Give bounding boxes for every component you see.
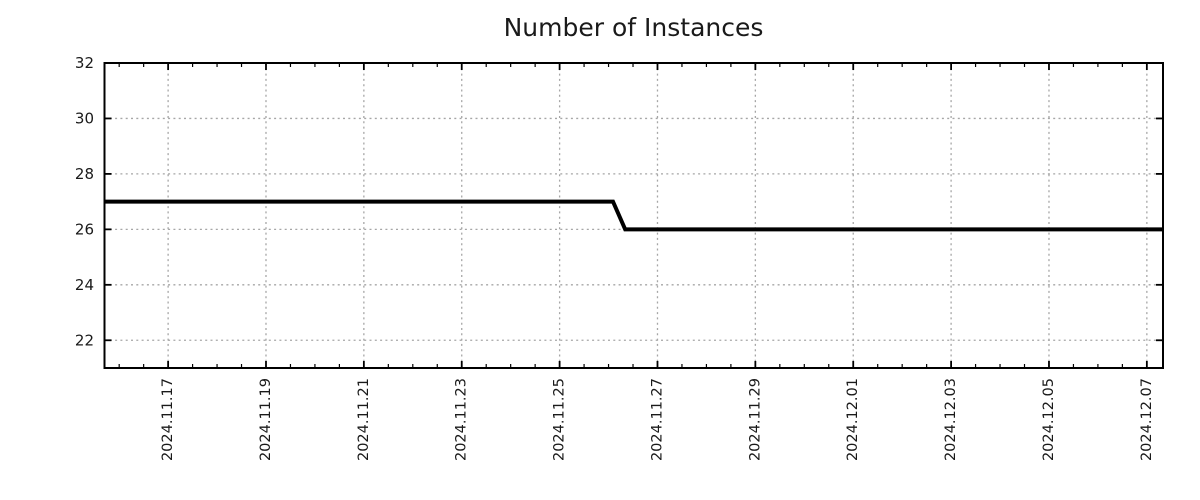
x-tick-label: 2024.11.27 <box>649 378 665 461</box>
x-tick-label: 2024.12.07 <box>1139 378 1155 461</box>
x-tick-label: 2024.11.25 <box>552 378 568 461</box>
data-line-instances <box>104 199 1163 232</box>
y-tick-label: 30 <box>75 109 94 127</box>
x-tick-label: 2024.12.03 <box>943 378 959 461</box>
y-tick-label: 26 <box>75 220 94 238</box>
x-tick-label: 2024.11.23 <box>454 378 470 461</box>
plot-border <box>103 62 1164 369</box>
y-tick-label: 22 <box>75 331 94 349</box>
x-tick-label: 2024.12.01 <box>845 378 861 461</box>
y-tick-label: 28 <box>75 165 94 183</box>
x-tick-label: 2024.12.05 <box>1041 378 1057 461</box>
chart-title: Number of Instances <box>503 13 764 42</box>
x-tick-label: 2024.11.29 <box>747 378 763 461</box>
x-tick-label: 2024.11.17 <box>160 378 176 461</box>
y-tick-label: 24 <box>75 276 94 294</box>
y-tick-label: 32 <box>75 54 94 72</box>
x-tick-label: 2024.11.21 <box>356 378 372 461</box>
x-tick-label: 2024.11.19 <box>258 378 274 461</box>
